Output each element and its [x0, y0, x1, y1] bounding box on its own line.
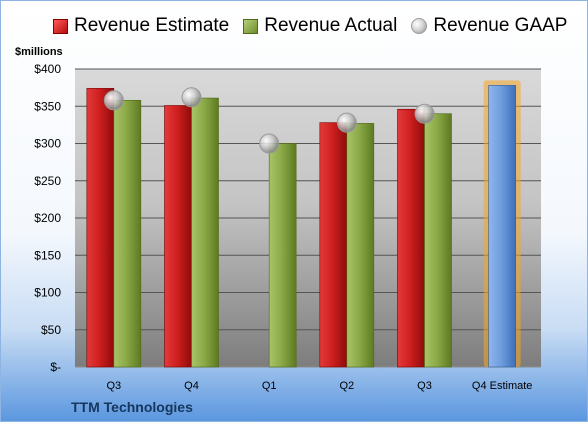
y-tick-label: $- — [50, 360, 61, 374]
company-name: TTM Technologies — [71, 399, 193, 415]
x-tick-label: Q4 Estimate — [472, 380, 533, 392]
y-tick-label: $150 — [34, 248, 61, 262]
x-tick-label: Q1 — [262, 380, 277, 392]
marker-revenue-gaap — [336, 112, 357, 133]
bar-revenue-estimate — [319, 122, 348, 368]
bar-revenue-actual — [191, 97, 219, 368]
legend-label-actual: Revenue Actual — [264, 15, 398, 36]
y-tick-label: $50 — [41, 323, 61, 337]
bar-revenue-estimate — [164, 105, 192, 368]
bar-revenue-actual — [424, 113, 452, 368]
y-tick-label: $300 — [34, 137, 61, 151]
legend-swatch-actual — [243, 18, 259, 34]
bar-revenue-actual — [268, 143, 297, 368]
y-tick-label: $400 — [34, 62, 61, 76]
x-tick-label: Q3 — [417, 380, 432, 392]
x-tick-label: Q2 — [339, 380, 354, 392]
legend-label-gaap: Revenue GAAP — [433, 15, 568, 36]
x-tick-label: Q4 — [184, 380, 199, 392]
bar-revenue-estimate — [86, 88, 115, 368]
x-tick-label: Q3 — [106, 380, 121, 392]
legend-marker-gaap — [411, 18, 428, 34]
legend-item-gaap: Revenue GAAP — [411, 15, 567, 37]
y-tick-label: $350 — [34, 99, 61, 113]
bar-revenue-estimate — [397, 108, 425, 368]
marker-revenue-gaap — [181, 87, 202, 108]
legend-item-estimate: Revenue Estimate — [53, 15, 229, 37]
bar-forecast-estimate — [488, 85, 516, 368]
y-tick-label: $100 — [34, 286, 61, 300]
marker-revenue-gaap — [259, 133, 280, 154]
chart-legend: Revenue Estimate Revenue Actual Revenue … — [53, 15, 581, 37]
legend-label-estimate: Revenue Estimate — [74, 15, 230, 36]
marker-revenue-gaap — [103, 90, 124, 111]
bar-revenue-actual — [346, 123, 375, 368]
y-tick-label: $200 — [34, 211, 61, 225]
legend-item-actual: Revenue Actual — [243, 15, 397, 37]
y-axis-unit-label: $millions — [15, 46, 63, 58]
legend-swatch-estimate — [53, 18, 68, 34]
y-tick-label: $250 — [34, 174, 61, 188]
bar-revenue-actual — [113, 99, 142, 368]
marker-revenue-gaap — [414, 103, 435, 124]
